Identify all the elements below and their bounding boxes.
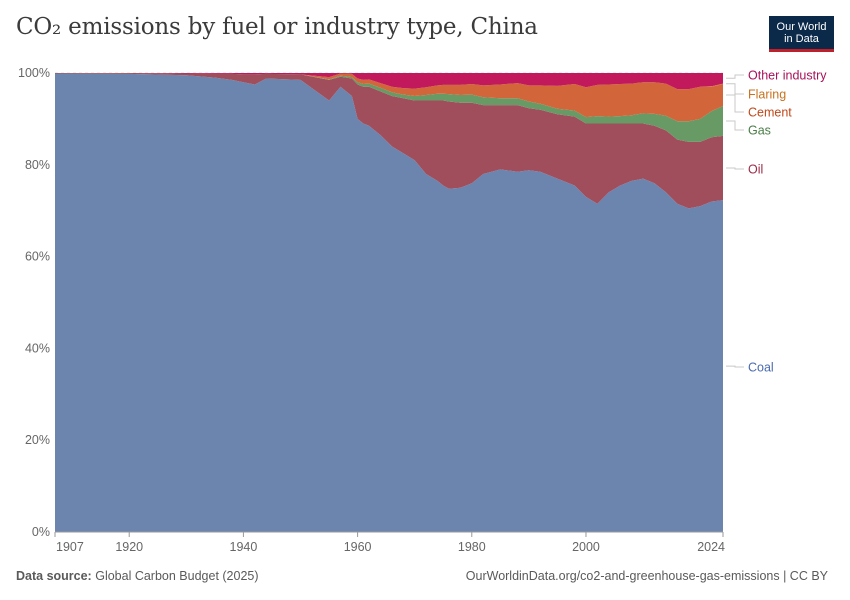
legend-connector: [726, 74, 744, 79]
legend-label: Cement: [748, 106, 792, 120]
y-tick-label: 40%: [25, 341, 50, 355]
x-tick-label: 2024: [697, 540, 725, 554]
legend-item-cement: Cement: [726, 94, 792, 120]
y-axis: 0% 20% 40% 60% 80% 100%: [18, 66, 50, 539]
legend-connector: [726, 94, 744, 113]
data-source-text[interactable]: Global Carbon Budget (2025): [95, 569, 259, 583]
legend-label: Oil: [748, 163, 763, 177]
legend-connector: [726, 365, 744, 368]
legend-item-other-industry: Other industry: [726, 69, 827, 83]
data-source: Data source: Global Carbon Budget (2025): [16, 569, 259, 583]
legend-label: Gas: [748, 124, 771, 138]
legend-item-flaring: Flaring: [726, 83, 786, 102]
area-series: [55, 73, 723, 532]
data-source-label: Data source:: [16, 569, 92, 583]
x-tick-label: 2000: [572, 540, 600, 554]
y-tick-label: 100%: [18, 66, 50, 80]
legend-item-coal: Coal: [726, 361, 774, 375]
legend-label: Flaring: [748, 88, 786, 102]
y-tick-label: 20%: [25, 433, 50, 447]
owid-logo[interactable]: Our World in Data: [769, 16, 834, 52]
stacked-area-chart: 0% 20% 40% 60% 80% 100% 1907 1920 1940 1960 1980 2…: [18, 66, 827, 554]
x-tick-label: 1960: [344, 540, 372, 554]
legend-connector: [726, 83, 744, 95]
logo-line-1: Our World: [776, 21, 827, 33]
legend-connector: [726, 167, 744, 170]
y-tick-label: 60%: [25, 250, 50, 264]
x-tick-label: 1920: [115, 540, 143, 554]
area-oil: [55, 73, 723, 209]
y-tick-label: 0%: [32, 525, 50, 539]
area-coal: [55, 73, 723, 532]
x-axis: 1907 1920 1940 1960 1980 2000 2024: [54, 531, 725, 554]
legend-label: Coal: [748, 361, 774, 375]
chart-title: CO₂ emissions by fuel or industry type, …: [16, 14, 538, 40]
legend-connector: [726, 120, 744, 131]
area-other-industry: [55, 73, 723, 90]
legend-item-gas: Gas: [726, 120, 771, 138]
x-tick-label: 1907: [56, 540, 84, 554]
x-tick-label: 1980: [458, 540, 486, 554]
y-tick-label: 80%: [25, 158, 50, 172]
legend-label: Other industry: [748, 69, 827, 83]
legend-item-oil: Oil: [726, 163, 763, 177]
x-tick-label: 1940: [230, 540, 258, 554]
area-cement: [55, 73, 723, 122]
source-url[interactable]: OurWorldinData.org/co2-and-greenhouse-ga…: [465, 569, 828, 583]
legend: Coal Oil Gas Cement Flaring Other industry: [726, 69, 827, 375]
logo-line-2: in Data: [784, 33, 819, 45]
